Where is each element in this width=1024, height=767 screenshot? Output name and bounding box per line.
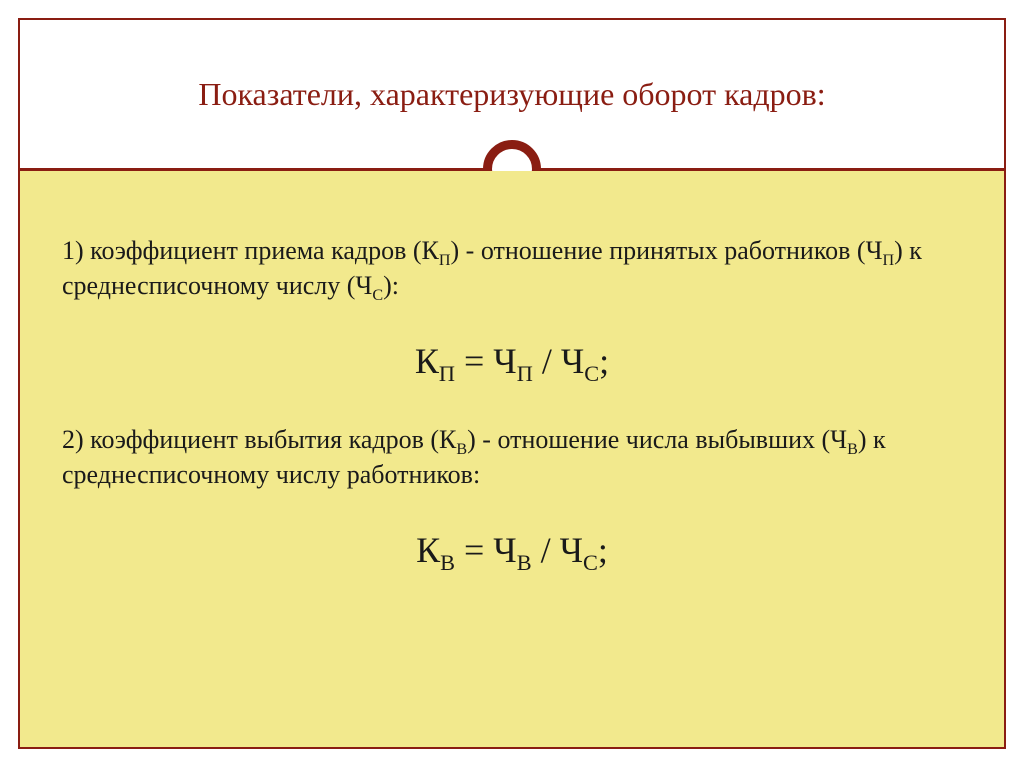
- slide-frame: Показатели, характеризующие оборот кадро…: [18, 18, 1006, 749]
- item-2-body: коэффициент выбытия кадров (КВ) - отноше…: [62, 425, 886, 489]
- item-1-formula: КП = ЧП / ЧС;: [62, 337, 962, 386]
- slide-title: Показатели, характеризующие оборот кадро…: [198, 76, 825, 113]
- item-2-formula: КВ = ЧВ / ЧС;: [62, 526, 962, 575]
- content-area: 1) коэффициент приема кадров (КП) - отно…: [20, 171, 1004, 747]
- item-1-text: 1) коэффициент приема кадров (КП) - отно…: [62, 233, 962, 303]
- item-2-text: 2) коэффициент выбытия кадров (КВ) - отн…: [62, 422, 962, 492]
- item-1-body: коэффициент приема кадров (КП) - отношен…: [62, 236, 922, 300]
- item-1-num: 1): [62, 236, 84, 265]
- item-2-num: 2): [62, 425, 84, 454]
